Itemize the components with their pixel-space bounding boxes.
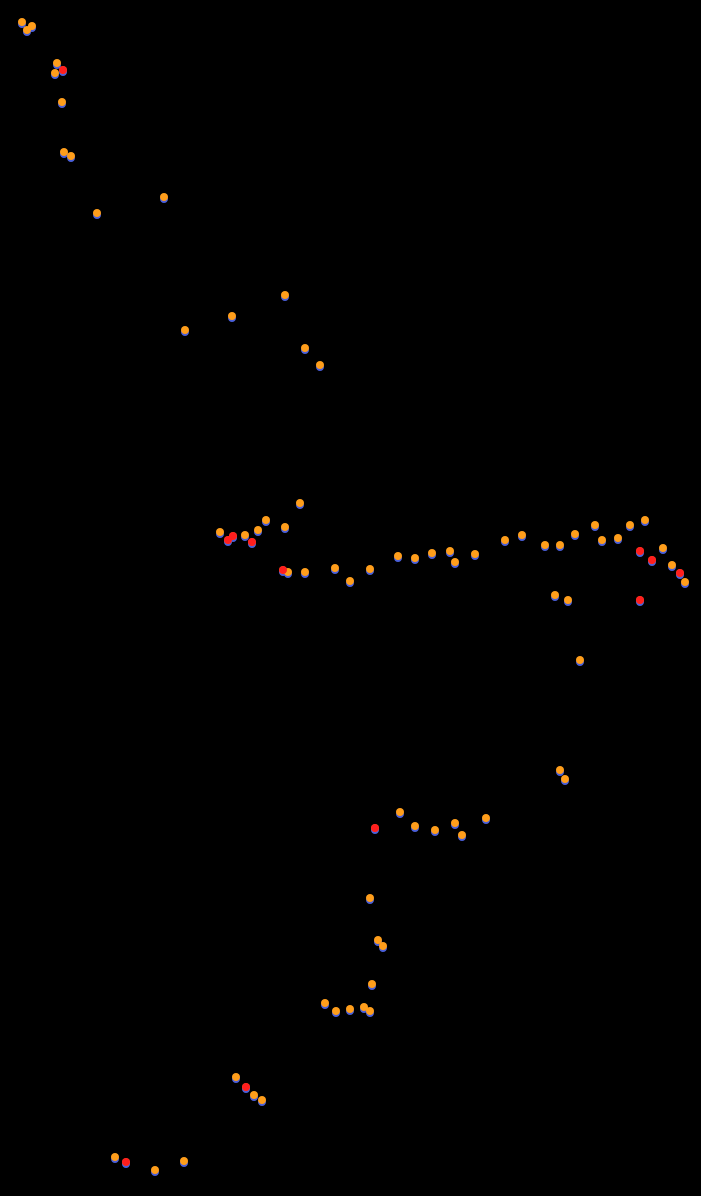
scatter-point [561, 775, 569, 783]
scatter-point [446, 547, 454, 555]
scatter-point-highlight [248, 538, 256, 546]
scatter-point [598, 536, 606, 544]
scatter-point [331, 564, 339, 572]
scatter-point [301, 568, 309, 576]
scatter-point [501, 536, 509, 544]
scatter-point [366, 894, 374, 902]
scatter-point [551, 591, 559, 599]
scatter-point [482, 814, 490, 822]
scatter-point [471, 550, 479, 558]
scatter-point [160, 193, 168, 201]
scatter-point [346, 1005, 354, 1013]
scatter-point-highlight [676, 569, 684, 577]
scatter-point-highlight [229, 532, 237, 540]
scatter-point [296, 499, 304, 507]
scatter-point [641, 516, 649, 524]
scatter-point [254, 526, 262, 534]
scatter-point [53, 59, 61, 67]
scatter-point [431, 826, 439, 834]
scatter-point [301, 344, 309, 352]
scatter-point [111, 1153, 119, 1161]
plot-background [0, 0, 701, 1196]
scatter-point [451, 819, 459, 827]
scatter-point [564, 596, 572, 604]
scatter-point [241, 531, 249, 539]
scatter-point [23, 26, 31, 34]
scatter-point [262, 516, 270, 524]
scatter-point [281, 523, 289, 531]
scatter-point [281, 291, 289, 299]
scatter-point [379, 942, 387, 950]
scatter-point [626, 521, 634, 529]
scatter-point [428, 549, 436, 557]
scatter-point [668, 561, 676, 569]
scatter-point [458, 831, 466, 839]
scatter-point [60, 148, 68, 156]
scatter-point [181, 326, 189, 334]
scatter-point [411, 554, 419, 562]
scatter-point [18, 18, 26, 26]
scatter-point [541, 541, 549, 549]
scatter-point [258, 1096, 266, 1104]
scatter-point-highlight [648, 556, 656, 564]
scatter-point [368, 980, 376, 988]
scatter-point [591, 521, 599, 529]
scatter-point-highlight [59, 66, 67, 74]
scatter-point [366, 1007, 374, 1015]
scatter-point [93, 209, 101, 217]
scatter-plot [0, 0, 701, 1196]
scatter-point [216, 528, 224, 536]
scatter-point [332, 1007, 340, 1015]
scatter-point [232, 1073, 240, 1081]
scatter-point [394, 552, 402, 560]
scatter-point [180, 1157, 188, 1165]
scatter-point [58, 98, 66, 106]
scatter-point-highlight [636, 596, 644, 604]
scatter-point [151, 1166, 159, 1174]
scatter-point [518, 531, 526, 539]
scatter-point [681, 578, 689, 586]
scatter-point [396, 808, 404, 816]
scatter-point [614, 534, 622, 542]
scatter-point [316, 361, 324, 369]
scatter-point [346, 577, 354, 585]
scatter-point [571, 530, 579, 538]
scatter-point [556, 541, 564, 549]
scatter-point [556, 766, 564, 774]
scatter-point [67, 152, 75, 160]
scatter-point-highlight [122, 1158, 130, 1166]
scatter-point [250, 1091, 258, 1099]
scatter-point-highlight [636, 547, 644, 555]
scatter-point-highlight [371, 824, 379, 832]
scatter-point [51, 69, 59, 77]
scatter-point [451, 558, 459, 566]
scatter-point [659, 544, 667, 552]
scatter-point-highlight [242, 1083, 250, 1091]
scatter-point [366, 565, 374, 573]
scatter-point [321, 999, 329, 1007]
scatter-point [576, 656, 584, 664]
scatter-point [228, 312, 236, 320]
scatter-point-highlight [279, 566, 287, 574]
scatter-point [411, 822, 419, 830]
